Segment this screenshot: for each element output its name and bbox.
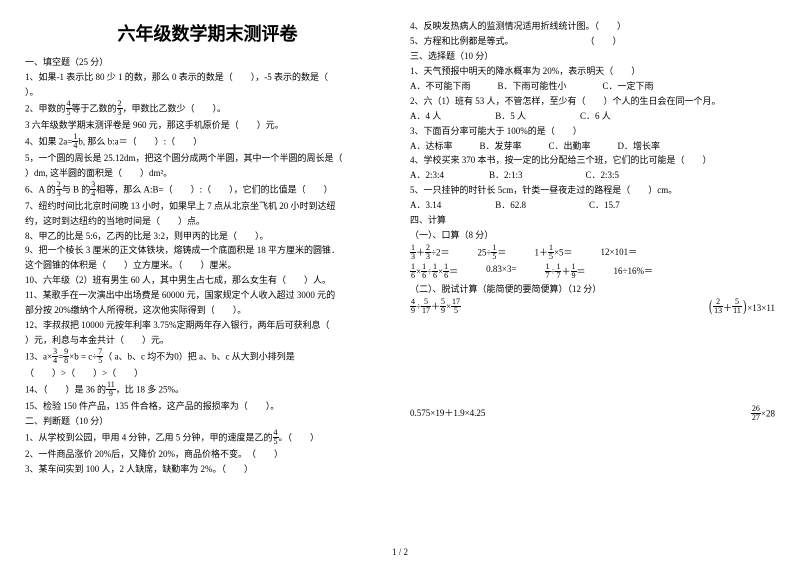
text: 1、从学校到公园，甲用 4 分钟，乙用 5 分钟，甲的速度是乙的 — [25, 432, 273, 442]
text: ，甲数比乙数少（ ）。 — [123, 103, 227, 113]
section-4a-header: （一）、口算（8 分） — [410, 229, 775, 243]
calc-item: 16×16÷16×16＝ — [410, 264, 458, 281]
q11b: 部分按 20%缴纳个人所得税，这次他实际得到（ ）。 — [25, 304, 390, 318]
x5: 5、一只挂钟的时针长 5cm，针类一昼夜走过的路程是（ ）cm。 — [410, 184, 775, 198]
text: ，比 18 多 25%。 — [116, 385, 184, 395]
calc-item: (213＋511)×13×11 — [708, 299, 775, 316]
text: 6、A 的 — [25, 184, 56, 194]
text: 14、（ ）是 36 的 — [25, 385, 106, 395]
j1: 1、从学校到公园，甲用 4 分钟，乙用 5 分钟，甲的速度是乙的45。（ ） — [25, 430, 390, 447]
x4: 4、学校买来 370 本书，按一定的比分配给三个班，它们的比可能是（ ） — [410, 154, 775, 168]
q2: 2、甲数的45等于乙数的23，甲数比乙数少（ ）。 — [25, 101, 390, 118]
left-column: 六年级数学期末测评卷 一、填空题（25 分） 1、如果-1 表示比 80 少 1… — [25, 20, 390, 478]
calc-row-2: 16×16÷16×16＝ 0.83×3= 17÷17＋19＝ 16÷16%＝ — [410, 264, 775, 281]
calc-item: 25÷15＝ — [477, 245, 506, 262]
q13: 13、a×34=98×b = c÷75（ a、b、c 均不为0）把 a、b、c … — [25, 349, 390, 366]
calc-row-4: 0.575×19＋1.9×4.25 2627×28 — [410, 406, 775, 423]
q13e: （ ）>（ ）>（ ） — [25, 367, 390, 381]
section-1-header: 一、填空题（25 分） — [25, 56, 390, 70]
text: ×b = c÷ — [69, 352, 97, 362]
q9a: 9、把一个棱长 3 厘米的正文体铁块，熔铸成一个底面积是 18 平方厘米的圆锥． — [25, 244, 390, 258]
x1: 1、天气预报中明天的降水概率为 20%，表示明天（ ） — [410, 65, 775, 79]
text: 4、如果 2a= — [25, 136, 72, 146]
calc-row-1: 13＋23÷2＝ 25÷15＝ 1＋15×5＝ 12×101＝ — [410, 245, 775, 262]
q15: 15、检验 150 件产品，135 件合格，这产品的报损率为（ ）。 — [25, 400, 390, 414]
calc-item: 13＋23÷2＝ — [410, 245, 449, 262]
x2: 2、六（1）班有 53 人，不管怎样，至少有（ ）个人的生日会在同一个月。 — [410, 95, 775, 109]
q5a: 5，一个圆的周长是 25.12dm，把这个圆分成两个半圆，其中一个半圆的周长是（ — [25, 152, 390, 166]
calc-item: 2627×28 — [751, 406, 775, 423]
q12b: ）元，利息与本金共计（ ）元。 — [25, 334, 390, 348]
frac-3-4: 34 — [52, 348, 58, 365]
j3: 3、某车间实到 100 人，2 人缺席，缺勤率为 2%。（ ） — [25, 463, 390, 477]
x5-options: A．3.14 B．62.8 C．15.7 — [410, 199, 775, 213]
text: 2、甲数的 — [25, 103, 66, 113]
exam-title: 六年级数学期末测评卷 — [25, 20, 390, 46]
q6: 6、A 的23与 B 的34相等，那么 A:B=（ ）:（ ），它们的比值是（ … — [25, 182, 390, 199]
frac-2-3: 23 — [56, 181, 62, 198]
j2: 2、一件商品涨价 20%后，又降价 20%，商品价格不变。 （ ） — [25, 448, 390, 462]
q5b: ）dm, 这半圆的面积是（ ）dm²。 — [25, 167, 390, 181]
q7b: 约，这时到达纽约的当地时间是（ ）点。 — [25, 215, 390, 229]
q11a: 11、某歌手在一次演出中出场费是 60000 元，国家规定个人收入超过 3000… — [25, 289, 390, 303]
calc-row-3: 49÷517＋59×175 (213＋511)×13×11 — [410, 299, 775, 316]
x1-options: A．不可能下雨 B．下雨可能性小 C．一定下雨 — [410, 80, 775, 94]
q8: 8、甲乙的比是 5:6，乙丙的比是 3:2，则甲丙的比是（ ）。 — [25, 230, 390, 244]
text: 1、如果-1 表示比 80 少 1 的数，那么 0 表示的数是（ ），-5 表示… — [25, 72, 328, 82]
j4: 4、反映发热病人的监测情况适用折线统计图。（ ） — [410, 20, 775, 34]
frac-7-5: 75 — [97, 348, 103, 365]
text: （ a、b、c 均不为0）把 a、b、c 从大到小排列是 — [103, 352, 294, 362]
calc-item: 17÷17＋19＝ — [545, 264, 586, 281]
x2-options: A．4 人 B．5 人 C．6 人 — [410, 110, 775, 124]
calc-item: 0.83×3= — [486, 264, 516, 281]
text: 等于乙数的 — [72, 103, 117, 113]
x3: 3、下面百分率可能大于 100%的是（ ） — [410, 125, 775, 139]
section-4b-header: （二）、脱试计算（能简便的要简便算）（12 分） — [410, 283, 775, 297]
text: b, 那么 b:a＝（ ）:（ ） — [78, 136, 202, 146]
calc-item: 16÷16%＝ — [614, 264, 653, 281]
frac-3-4: 34 — [90, 181, 96, 198]
frac-11-9: 119 — [106, 381, 116, 398]
q14: 14、（ ）是 36 的119，比 18 多 25%。 — [25, 382, 390, 399]
section-4-header: 四、计算 — [410, 214, 775, 228]
frac-9-8: 98 — [63, 348, 69, 365]
x4-options: A．2:3:4 B．2:1:3 C．2:3:5 — [410, 169, 775, 183]
q3: 3 六年级数学期末测评卷是 960 元，那这手机原价是（ ）元。 — [25, 119, 390, 133]
j5: 5、方程和比例都是等式。 （ ） — [410, 35, 775, 49]
x3-options: A．达标率 B．发芽率 C．出勤率 D．增长率 — [410, 140, 775, 154]
frac-4-5: 45 — [66, 100, 72, 117]
q9b: 这个圆锥的体积是（ ）立方厘米。（ ）厘米。 — [25, 259, 390, 273]
page-number: 1 / 2 — [0, 547, 800, 557]
calc-item: 49÷517＋59×175 — [410, 299, 461, 316]
text: 13、a× — [25, 352, 52, 362]
page-container: 六年级数学期末测评卷 一、填空题（25 分） 1、如果-1 表示比 80 少 1… — [0, 0, 800, 488]
q1: 1、如果-1 表示比 80 少 1 的数，那么 0 表示的数是（ ），-5 表示… — [25, 71, 390, 85]
calc-item: 12×101＝ — [601, 245, 638, 262]
q1b: ）。 — [25, 86, 390, 100]
text: 相等，那么 A:B=（ ）:（ ），它们的比值是（ ） — [96, 184, 332, 194]
right-column: 4、反映发热病人的监测情况适用折线统计图。（ ） 5、方程和比例都是等式。 （ … — [410, 20, 775, 478]
frac-2-3: 23 — [117, 100, 123, 117]
text: 。（ ） — [279, 432, 320, 442]
text: 与 B 的 — [62, 184, 91, 194]
q4: 4、如果 2a=14b, 那么 b:a＝（ ）:（ ） — [25, 134, 390, 151]
q12a: 12、李叔叔把 10000 元按年利率 3.75%定期两年存入银行，两年后可获利… — [25, 319, 390, 333]
q7a: 7、纽约时间比北京时间晚 13 小时，如果早上 7 点从北京坐飞机 20 小时到… — [25, 200, 390, 214]
q10: 10、六年级（2）班有男生 60 人，其中男生占七成，那么女生有（ ）人。 — [25, 274, 390, 288]
section-2-header: 二、判断题（10 分） — [25, 415, 390, 429]
section-3-header: 三、选择题（10 分） — [410, 50, 775, 64]
frac-1-4: 14 — [72, 133, 78, 150]
calc-item: 1＋15×5＝ — [534, 245, 572, 262]
frac-4-5: 45 — [273, 429, 279, 446]
calc-item: 0.575×19＋1.9×4.25 — [410, 406, 485, 423]
